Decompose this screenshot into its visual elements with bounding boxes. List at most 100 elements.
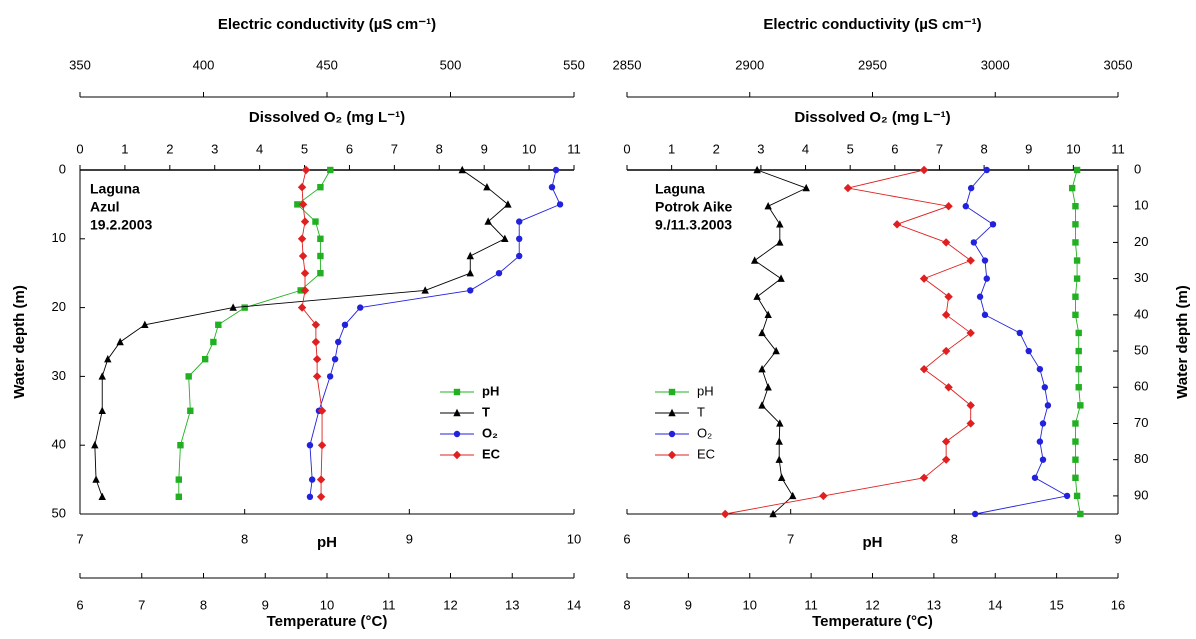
marker	[297, 287, 304, 294]
marker	[201, 356, 209, 363]
tick-label: 10	[743, 597, 757, 612]
marker	[1072, 221, 1079, 228]
marker	[357, 304, 364, 311]
marker	[187, 407, 194, 414]
axis-title: Electric conductivity (µS cm⁻¹)	[218, 16, 436, 33]
panel-label: Potrok Aike	[655, 199, 732, 215]
legend-label: O₂	[482, 425, 498, 440]
marker	[941, 437, 951, 446]
marker	[312, 218, 319, 225]
legend-label: pH	[697, 383, 714, 398]
tick-label: 13	[505, 597, 519, 612]
marker	[317, 406, 327, 415]
tick-label: 8	[241, 531, 248, 546]
tick-label: 8	[951, 531, 958, 546]
tick-label: 3000	[981, 57, 1010, 72]
marker	[453, 388, 461, 396]
marker	[516, 252, 523, 260]
marker	[516, 235, 523, 242]
tick-label: 11	[1111, 141, 1125, 156]
marker	[775, 437, 783, 445]
marker	[1077, 402, 1084, 409]
marker	[92, 475, 100, 483]
marker	[962, 203, 969, 210]
axis-title: pH	[863, 534, 883, 551]
marker	[308, 476, 316, 483]
marker	[210, 338, 217, 346]
axis-title: pH	[317, 534, 337, 551]
legend-label: T	[482, 404, 490, 419]
marker	[1075, 384, 1082, 391]
tick-label: 3050	[1104, 57, 1133, 72]
y-tick-label: 30	[52, 368, 66, 383]
marker	[501, 234, 509, 242]
tick-label: 7	[787, 531, 794, 546]
tick-label: 0	[76, 141, 83, 156]
marker	[316, 492, 326, 501]
marker	[316, 475, 326, 484]
marker	[966, 419, 975, 428]
marker	[229, 303, 237, 311]
marker	[312, 355, 322, 364]
y-tick-label: 40	[52, 437, 66, 452]
marker	[843, 183, 853, 193]
marker	[467, 287, 474, 294]
marker	[776, 238, 784, 246]
marker	[1072, 420, 1079, 427]
marker	[989, 221, 997, 228]
marker	[667, 450, 677, 460]
tick-label: 16	[1111, 597, 1125, 612]
marker	[297, 303, 307, 312]
tick-label: 14	[988, 597, 1002, 612]
marker	[1025, 347, 1032, 355]
marker	[971, 510, 979, 518]
marker	[776, 220, 784, 228]
legend-label: O₂	[697, 425, 712, 440]
marker	[772, 346, 780, 355]
legend-label: T	[697, 404, 705, 419]
marker	[301, 165, 311, 175]
tick-label: 12	[865, 597, 879, 612]
marker	[116, 337, 124, 346]
marker	[919, 274, 929, 283]
tick-label: 7	[138, 597, 145, 612]
tick-label: 4	[256, 141, 263, 156]
marker	[944, 292, 953, 301]
tick-label: 15	[1049, 597, 1063, 612]
tick-label: 6	[623, 531, 630, 546]
marker	[1073, 492, 1081, 500]
y-tick-label: 80	[1134, 451, 1148, 466]
marker	[944, 383, 953, 392]
marker	[1072, 239, 1079, 246]
tick-label: 10	[522, 141, 536, 156]
tick-label: 1	[668, 141, 675, 156]
tick-label: 10	[320, 597, 334, 612]
marker	[1073, 166, 1081, 174]
tick-label: 8	[623, 597, 630, 612]
tick-label: 2	[166, 141, 173, 156]
marker	[495, 270, 503, 277]
tick-label: 550	[563, 57, 585, 72]
profile-line	[309, 169, 561, 497]
profile-line	[178, 169, 331, 497]
y-tick-label: 40	[1134, 306, 1148, 321]
tick-label: 7	[936, 141, 943, 156]
marker	[1075, 347, 1082, 355]
marker	[1016, 329, 1023, 337]
marker	[317, 184, 324, 191]
marker	[317, 441, 327, 450]
marker	[294, 201, 301, 208]
marker	[919, 473, 929, 482]
panel-label: Laguna	[655, 181, 705, 197]
marker	[141, 320, 149, 328]
marker	[758, 364, 766, 373]
marker	[326, 373, 334, 380]
marker	[98, 406, 106, 414]
tick-label: 400	[193, 57, 215, 72]
marker	[317, 252, 324, 260]
marker	[983, 275, 990, 282]
axis-title: Electric conductivity (µS cm⁻¹)	[763, 16, 981, 33]
marker	[552, 166, 560, 174]
marker	[466, 251, 474, 260]
marker	[764, 202, 772, 210]
